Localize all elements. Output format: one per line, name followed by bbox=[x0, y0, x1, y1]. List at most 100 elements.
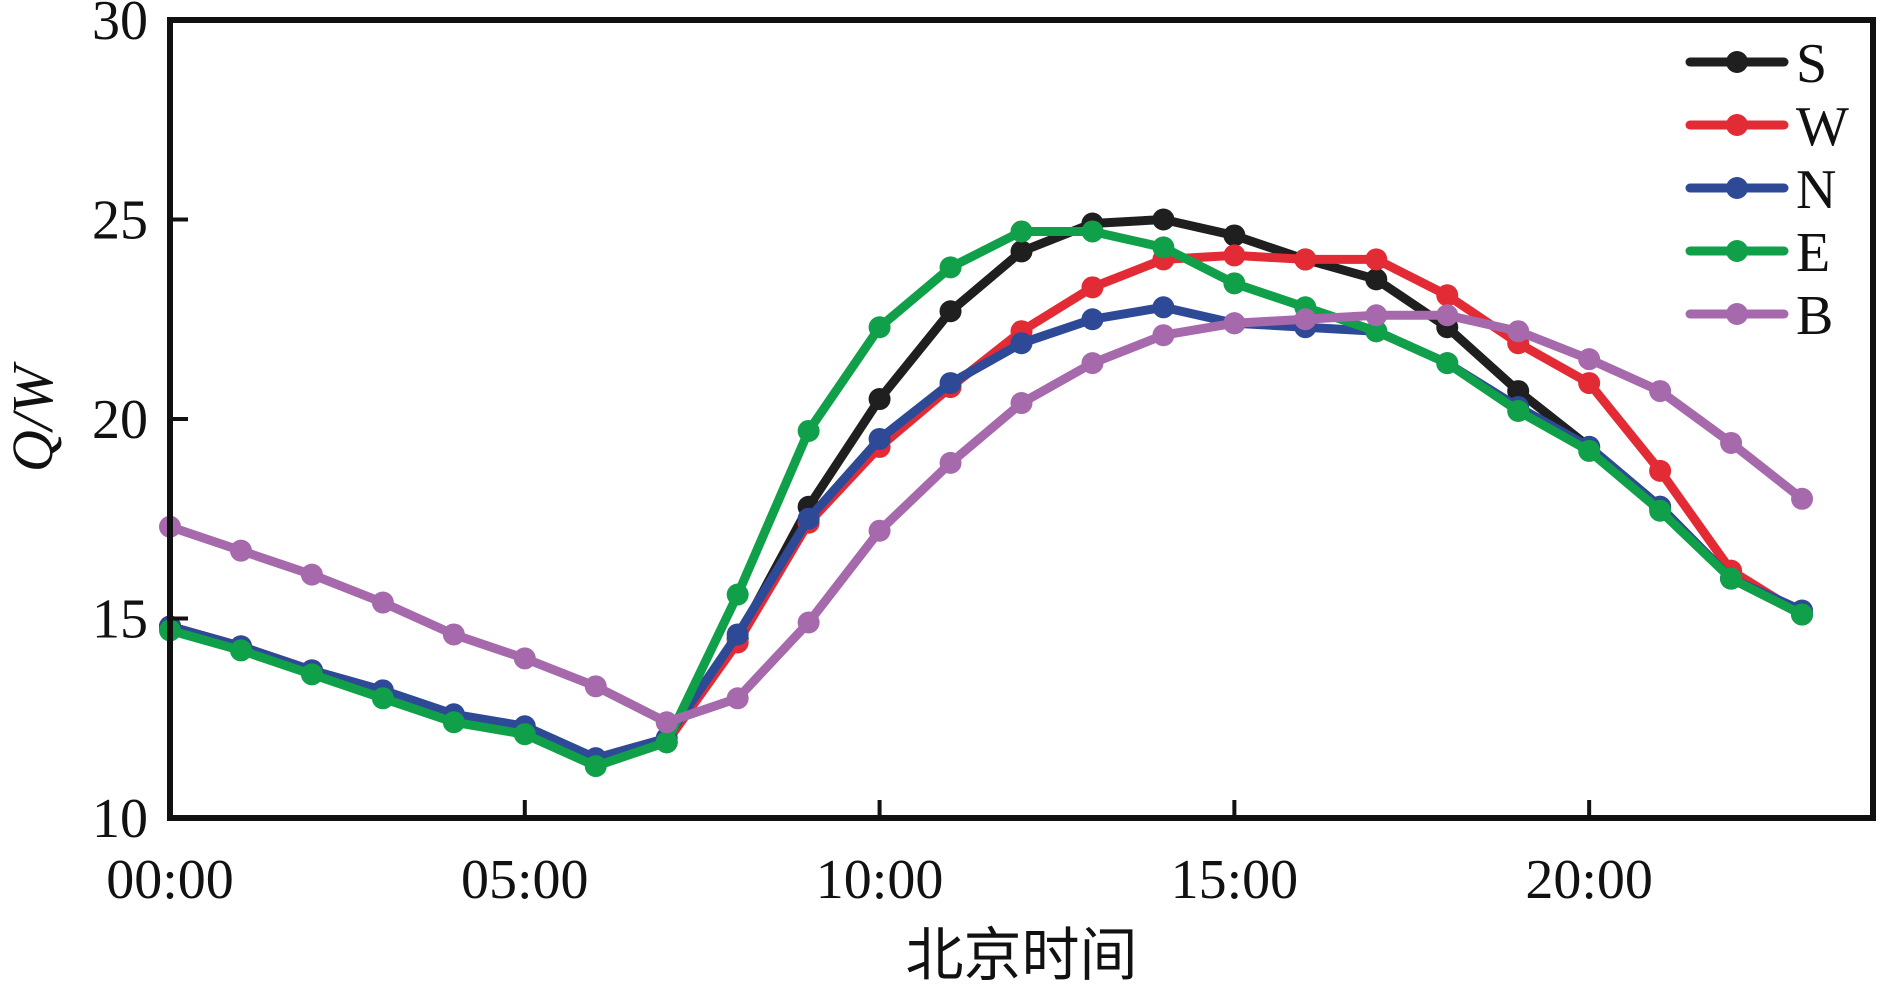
legend-item-N: N bbox=[1685, 159, 1836, 221]
data-point-W bbox=[1578, 372, 1601, 395]
series-layer bbox=[159, 208, 1814, 778]
axes: 00:00 05:00 10:00 15:00 20:00 10 15 20 25 30 bbox=[92, 0, 1653, 911]
data-point-B bbox=[1152, 324, 1175, 347]
data-point-S bbox=[1507, 380, 1530, 403]
data-point-B bbox=[513, 647, 536, 670]
y-tick-label: 20 bbox=[92, 389, 148, 451]
data-point-W bbox=[1436, 284, 1459, 307]
data-point-E bbox=[726, 583, 749, 606]
data-point-E bbox=[1223, 272, 1246, 295]
data-point-E bbox=[868, 316, 891, 339]
legend-item-W: W bbox=[1685, 96, 1849, 158]
x-tick-label: 10:00 bbox=[816, 849, 944, 911]
legend-swatch-marker bbox=[1726, 303, 1748, 325]
y-tick-label: 15 bbox=[92, 589, 148, 651]
data-point-N bbox=[1010, 332, 1033, 355]
x-axis-title: 北京时间 bbox=[905, 923, 1137, 988]
y-tick-label: 25 bbox=[92, 190, 148, 252]
data-point-B bbox=[655, 711, 678, 734]
data-point-S bbox=[1365, 268, 1388, 291]
data-point-B bbox=[442, 623, 465, 646]
legend-swatch-marker bbox=[1726, 240, 1748, 262]
x-tick-label: 20:00 bbox=[1525, 849, 1653, 911]
data-point-N bbox=[1081, 308, 1104, 331]
legend-label: N bbox=[1796, 159, 1836, 221]
series-E bbox=[159, 220, 1814, 778]
data-point-E bbox=[1152, 236, 1175, 259]
data-point-B bbox=[1365, 304, 1388, 327]
data-point-W bbox=[1294, 248, 1317, 271]
legend-label: S bbox=[1796, 33, 1827, 95]
data-point-B bbox=[1720, 431, 1743, 454]
data-point-S bbox=[868, 388, 891, 411]
data-point-S bbox=[1152, 208, 1175, 231]
series-S bbox=[159, 208, 1814, 774]
data-point-E bbox=[1436, 352, 1459, 375]
data-point-B bbox=[371, 591, 394, 614]
data-point-B bbox=[868, 519, 891, 542]
data-point-N bbox=[726, 623, 749, 646]
data-point-E bbox=[229, 639, 252, 662]
series-line-B bbox=[165, 310, 1807, 727]
data-point-N bbox=[868, 427, 891, 450]
x-tick-label: 00:00 bbox=[106, 849, 234, 911]
data-point-B bbox=[1294, 308, 1317, 331]
y-tick-label: 30 bbox=[92, 0, 148, 52]
data-point-W bbox=[1081, 276, 1104, 299]
series-line-E bbox=[165, 226, 1807, 771]
data-point-E bbox=[655, 731, 678, 754]
legend-swatch-marker bbox=[1726, 114, 1748, 136]
data-point-S bbox=[1223, 224, 1246, 247]
data-point-E bbox=[300, 663, 323, 686]
legend-label: W bbox=[1796, 96, 1849, 158]
data-point-B bbox=[797, 611, 820, 634]
data-point-E bbox=[1507, 400, 1530, 423]
x-tick-label: 15:00 bbox=[1171, 849, 1299, 911]
data-point-E bbox=[371, 687, 394, 710]
series-line-S bbox=[165, 215, 1807, 767]
data-point-N bbox=[939, 372, 962, 395]
data-point-E bbox=[1578, 439, 1601, 462]
data-point-E bbox=[1791, 603, 1814, 626]
data-point-B bbox=[300, 563, 323, 586]
data-point-B bbox=[1507, 320, 1530, 343]
legend-swatch-marker bbox=[1726, 177, 1748, 199]
data-point-B bbox=[1791, 487, 1814, 510]
legend-label: E bbox=[1796, 222, 1830, 284]
y-tick-label: 10 bbox=[92, 788, 148, 850]
data-point-W bbox=[1649, 459, 1672, 482]
data-point-E bbox=[939, 256, 962, 279]
data-point-E bbox=[513, 723, 536, 746]
legend-swatch-marker bbox=[1726, 51, 1748, 73]
data-point-B bbox=[229, 539, 252, 562]
data-point-B bbox=[1223, 312, 1246, 335]
data-point-N bbox=[1152, 296, 1175, 319]
data-point-E bbox=[1365, 320, 1388, 343]
series-B bbox=[159, 304, 1814, 734]
x-tick-label: 05:00 bbox=[461, 849, 589, 911]
data-point-E bbox=[442, 711, 465, 734]
legend-item-E: E bbox=[1685, 222, 1830, 284]
data-point-E bbox=[1010, 220, 1033, 243]
data-point-N bbox=[797, 507, 820, 530]
data-point-B bbox=[1081, 352, 1104, 375]
data-point-W bbox=[1365, 248, 1388, 271]
data-point-S bbox=[939, 300, 962, 323]
data-point-E bbox=[797, 419, 820, 442]
data-point-S bbox=[1010, 240, 1033, 263]
series-line-N bbox=[165, 302, 1807, 763]
data-point-B bbox=[1578, 348, 1601, 371]
data-point-B bbox=[1010, 392, 1033, 415]
data-point-W bbox=[1223, 244, 1246, 267]
data-point-B bbox=[726, 687, 749, 710]
data-point-B bbox=[939, 451, 962, 474]
data-point-E bbox=[584, 755, 607, 778]
data-point-E bbox=[1081, 220, 1104, 243]
y-axis-title: Q/W bbox=[0, 361, 65, 472]
data-point-B bbox=[584, 675, 607, 698]
legend-item-S: S bbox=[1685, 33, 1827, 95]
data-point-B bbox=[1649, 380, 1672, 403]
data-point-E bbox=[1720, 567, 1743, 590]
